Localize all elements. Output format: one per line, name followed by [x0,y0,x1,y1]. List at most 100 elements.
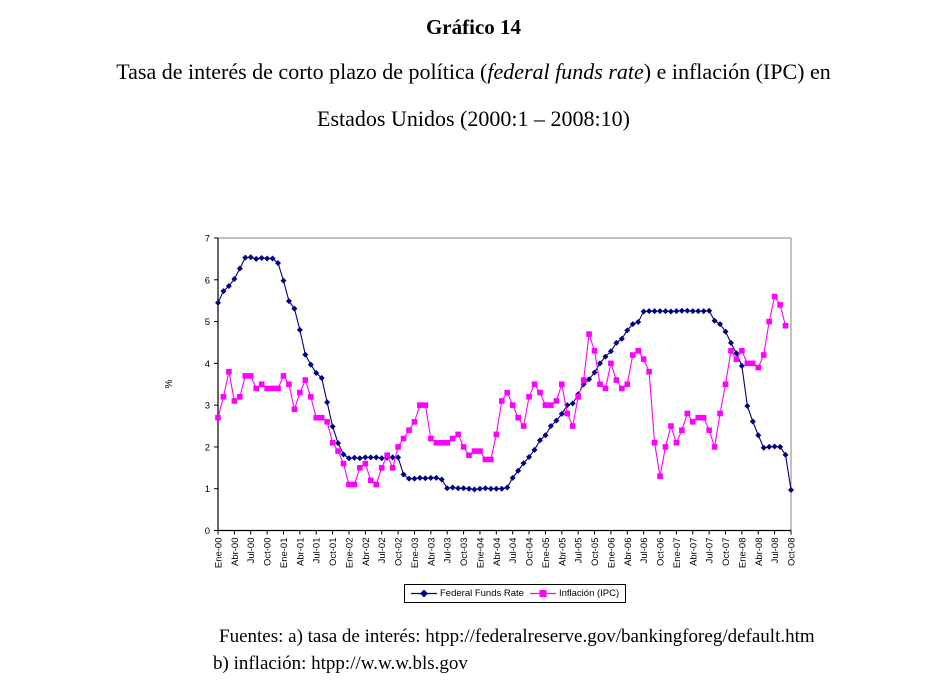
data-marker-diamond [215,299,221,306]
data-marker-diamond [569,400,576,407]
y-tick-label: 1 [205,484,210,495]
data-marker-square [346,481,352,488]
x-tick-label: Oct-07 [721,538,732,567]
data-marker-square [526,393,532,400]
data-marker-diamond [220,288,227,295]
figure-title-text-after: ) e inflación (IPC) en [643,59,831,84]
data-marker-square [422,402,429,408]
data-marker-square [406,427,412,434]
data-marker-square [231,398,238,404]
data-marker-square [351,481,358,488]
data-marker-diamond [285,298,292,305]
data-marker-diamond [515,467,522,474]
data-marker-diamond [700,308,707,315]
data-marker-diamond [771,443,778,450]
x-tick-label: Oct-06 [656,538,667,567]
legend-label-inflacion-ipc: Inflación (IPC) [558,588,620,599]
data-marker-square [717,410,723,417]
data-marker-diamond [607,348,614,355]
data-marker-diamond [678,307,685,314]
data-marker-square [553,398,560,404]
x-tick-label: Jul-03 [443,538,454,564]
data-marker-square [335,448,341,454]
data-marker-square [755,364,762,371]
data-marker-diamond [755,432,762,439]
data-marker-square [433,439,440,446]
data-marker-square [504,389,511,396]
data-marker-diamond [471,486,478,493]
data-marker-square [657,473,663,479]
data-marker-square [297,389,303,396]
data-marker-diamond [547,423,554,430]
data-marker-square [226,368,232,375]
figure-label: Gráfico 14 [425,15,522,39]
data-marker-square [679,427,685,434]
data-marker-diamond [438,476,445,483]
data-marker-square [509,402,516,408]
data-marker-diamond [640,308,647,315]
data-marker-diamond [689,308,696,315]
data-marker-square [220,393,227,400]
data-marker-diamond [367,454,374,461]
data-marker-square [340,460,347,467]
data-marker-square [280,373,287,379]
line-chart: 0 1 2 3 4 5 6 7 Ene-00 Abr-00 Jul-00 Oct-00 Ene-01 Ab… [164,234,798,569]
data-marker-diamond [504,484,511,491]
x-tick-label: Jul-01 [312,538,323,564]
data-marker-square [515,414,521,421]
series-line-1 [217,295,787,486]
x-tick-label: Jul-05 [574,538,585,564]
x-tick-label: Abr-01 [295,538,306,567]
data-marker-diamond [695,308,702,315]
sources-note: Fuentes: a) tasa de interés: htpp://fede… [213,623,815,677]
data-marker-square [629,352,636,358]
data-marker-diamond [520,460,527,467]
data-marker-diamond [351,454,358,461]
data-marker-diamond [749,418,756,425]
data-marker-square [313,414,320,421]
data-marker-square [706,427,712,434]
data-marker-square [619,385,625,392]
data-marker-diamond [498,485,505,492]
x-tick-label: Ene-04 [475,538,486,569]
data-marker-diamond [291,305,298,312]
data-marker-square [722,381,729,388]
data-marker-square [324,419,330,425]
data-marker-square [739,348,745,354]
x-tick-label: Jul-06 [639,538,650,564]
data-marker-diamond [427,474,434,481]
y-tick-label: 2 [205,442,210,453]
data-marker-diamond [482,485,489,492]
data-marker-square [569,423,576,429]
data-marker-diamond [766,443,773,450]
data-marker-diamond [493,485,500,492]
data-marker-diamond [629,321,636,328]
data-marker-square [542,402,549,408]
data-marker-diamond [657,308,664,315]
data-marker-square [362,460,369,467]
data-marker-square [597,381,603,388]
data-marker-square [237,393,243,400]
x-tick-label: Abr-04 [492,538,503,567]
data-marker-square [395,444,401,450]
data-marker-square [689,419,696,425]
figure-title-italic: federal funds rate [487,59,644,84]
data-marker-diamond [296,326,303,333]
data-marker-diamond [242,254,249,261]
x-tick-label: Ene-01 [279,538,290,569]
x-tick-label: Oct-03 [459,538,470,567]
data-marker-square [646,368,652,375]
data-marker-diamond [449,484,456,491]
x-tick-label: Ene-06 [606,538,617,569]
legend-label-federal-funds-rate: Federal Funds Rate [440,588,524,599]
data-marker-diamond [422,475,429,482]
y-axis-title: % [164,379,175,388]
data-marker-diamond [760,444,767,451]
data-marker-diamond [722,328,729,335]
data-marker-square [357,465,363,471]
data-marker-square [477,448,483,454]
data-marker-diamond [411,475,418,482]
data-marker-square [373,481,380,488]
data-marker-square [520,423,527,429]
data-marker-diamond [329,423,336,430]
